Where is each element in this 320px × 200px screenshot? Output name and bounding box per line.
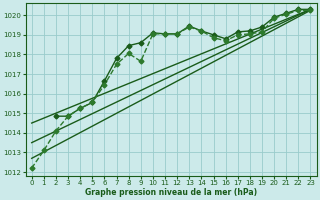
- X-axis label: Graphe pression niveau de la mer (hPa): Graphe pression niveau de la mer (hPa): [85, 188, 257, 197]
